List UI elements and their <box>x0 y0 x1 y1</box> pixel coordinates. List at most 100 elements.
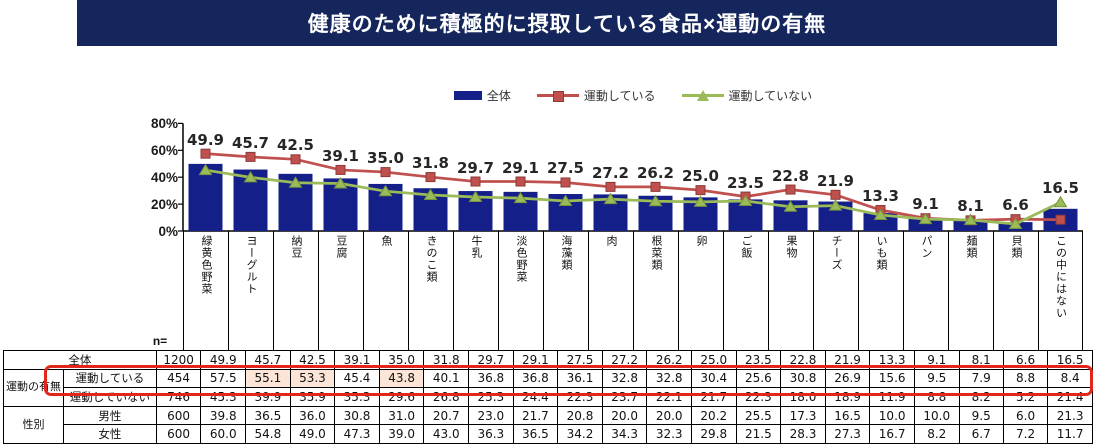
value-cell: 36.1 <box>557 368 603 389</box>
table-row-男性: 性別 男性 600 39.8 36.5 36.0 30.8 31.0 20.7 23.0 21.7 2… <box>3 405 1093 444</box>
data-label-緑黄色野菜: 49.9 <box>186 130 224 149</box>
value-cell: 8.8 <box>1002 368 1049 389</box>
n-header-label: n= <box>152 334 168 348</box>
bar-貝類 <box>998 222 1033 231</box>
bar-卵 <box>683 197 718 231</box>
category-label-チーズ: チーズ <box>813 231 858 350</box>
category-label-納豆: 納豆 <box>273 231 318 350</box>
value-cell: 25.0 <box>690 350 737 370</box>
bar-海藻類 <box>548 194 583 231</box>
category-label-豆腐: 豆腐 <box>318 231 363 350</box>
category-label-いも類: いも類 <box>858 231 903 350</box>
value-cell: 55.1 <box>245 368 291 389</box>
category-label-パン: パン <box>903 231 948 350</box>
value-cell: 8.2 <box>913 424 960 444</box>
data-label-豆腐: 39.1 <box>321 146 359 165</box>
marker-square <box>560 177 571 188</box>
row-label-cell: 女性 <box>63 424 157 444</box>
value-cell: 22.8 <box>780 350 826 370</box>
bar-根菜類 <box>638 195 673 231</box>
value-cell: 32.3 <box>646 424 692 444</box>
value-cell: 24.4 <box>512 387 559 407</box>
value-cell: 29.8 <box>690 424 737 444</box>
value-cell: 27.3 <box>824 424 871 444</box>
value-cell: 31.0 <box>378 405 425 426</box>
value-cell: 36.5 <box>512 424 559 444</box>
results-table: 全体 1200 49.9 45.7 42.5 39.1 35.0 31.8 29.7 29.1 27… <box>3 350 1093 444</box>
value-cell: 11.9 <box>869 387 915 407</box>
value-cell: 17.3 <box>780 405 826 426</box>
marker-square <box>245 151 256 162</box>
marker-square <box>965 215 976 226</box>
category-label-ご飯: ご飯 <box>723 231 768 350</box>
line-square-marker-icon <box>536 90 579 102</box>
title-banner: 健康のために積極的に摂取している食品×運動の有無 <box>77 0 1057 46</box>
marker-triangle <box>873 208 888 220</box>
value-cell: 20.2 <box>690 405 737 426</box>
y-tick-label: 60% <box>150 142 178 158</box>
row-label-cell: 全体 <box>3 350 157 370</box>
value-cell: 39.1 <box>334 350 380 370</box>
data-label-牛乳: 29.7 <box>456 158 494 177</box>
value-cell: 13.3 <box>869 350 915 370</box>
marker-square <box>785 184 796 195</box>
value-cell: 53.3 <box>289 368 336 389</box>
bar-豆腐 <box>323 178 358 231</box>
value-cell: 31.8 <box>423 350 470 370</box>
marker-square <box>1055 214 1066 225</box>
value-cell: 32.8 <box>601 368 648 389</box>
data-label-いも類: 13.3 <box>861 187 899 206</box>
marker-square <box>200 148 211 159</box>
value-cell: 8.4 <box>1047 368 1093 389</box>
marker-triangle <box>288 176 303 188</box>
value-cell: 29.7 <box>468 350 514 370</box>
value-cell: 7.2 <box>1002 424 1049 444</box>
value-cell: 20.0 <box>601 405 648 426</box>
line-triangle-marker-icon <box>681 89 724 101</box>
value-cell: 42.5 <box>289 350 336 370</box>
value-cell: 25.6 <box>735 368 782 389</box>
value-cell: 9.5 <box>913 368 960 389</box>
marker-triangle <box>243 170 258 183</box>
value-cell: 34.2 <box>557 424 603 444</box>
marker-square <box>695 185 706 196</box>
bar-パン <box>908 218 943 231</box>
value-cell: 36.3 <box>468 424 514 444</box>
category-label-肉: 肉 <box>588 231 633 350</box>
marker-triangle <box>693 195 708 207</box>
bar-麺類 <box>953 220 988 231</box>
value-cell: 45.3 <box>200 387 247 407</box>
value-cell: 7.9 <box>958 368 1004 389</box>
marker-square <box>470 176 481 187</box>
value-cell: 16.5 <box>1047 350 1093 370</box>
marker-square <box>515 176 526 187</box>
category-label-麺類: 麺類 <box>948 231 993 350</box>
data-label-卵: 25.0 <box>681 167 719 186</box>
value-cell: 8.8 <box>913 387 960 407</box>
marker-triangle <box>828 199 843 211</box>
category-label-この中にはない: この中にはない <box>1038 231 1083 350</box>
value-cell: 28.3 <box>780 424 826 444</box>
value-cell: 57.5 <box>200 368 247 389</box>
data-label-この中にはない: 16.5 <box>1041 179 1079 198</box>
marker-triangle <box>783 200 798 212</box>
row-label-cell: 男性 <box>63 405 157 426</box>
value-cell: 23.5 <box>735 350 782 370</box>
bar-緑黄色野菜 <box>188 163 223 231</box>
value-cell: 10.0 <box>869 405 915 426</box>
value-cell: 9.1 <box>913 350 960 370</box>
value-cell: 39.9 <box>245 387 291 407</box>
value-cell: 9.5 <box>958 405 1004 426</box>
category-label-きのこ類: きのこ類 <box>408 231 453 350</box>
value-cell: 43.8 <box>378 368 425 389</box>
data-label-パン: 9.1 <box>912 195 939 214</box>
value-cell: 36.0 <box>289 405 336 426</box>
bar-この中にはない <box>1043 208 1078 231</box>
data-label-根菜類: 26.2 <box>636 163 674 182</box>
marker-triangle <box>963 213 978 225</box>
value-cell: 32.8 <box>646 368 692 389</box>
table-row-運動している: 運動の有無 運動している 454 57.5 55.1 53.3 45.4 43.8 40.1 36… <box>3 368 1093 407</box>
category-label-根菜類: 根菜類 <box>633 231 678 350</box>
value-cell: 10.0 <box>913 405 960 426</box>
